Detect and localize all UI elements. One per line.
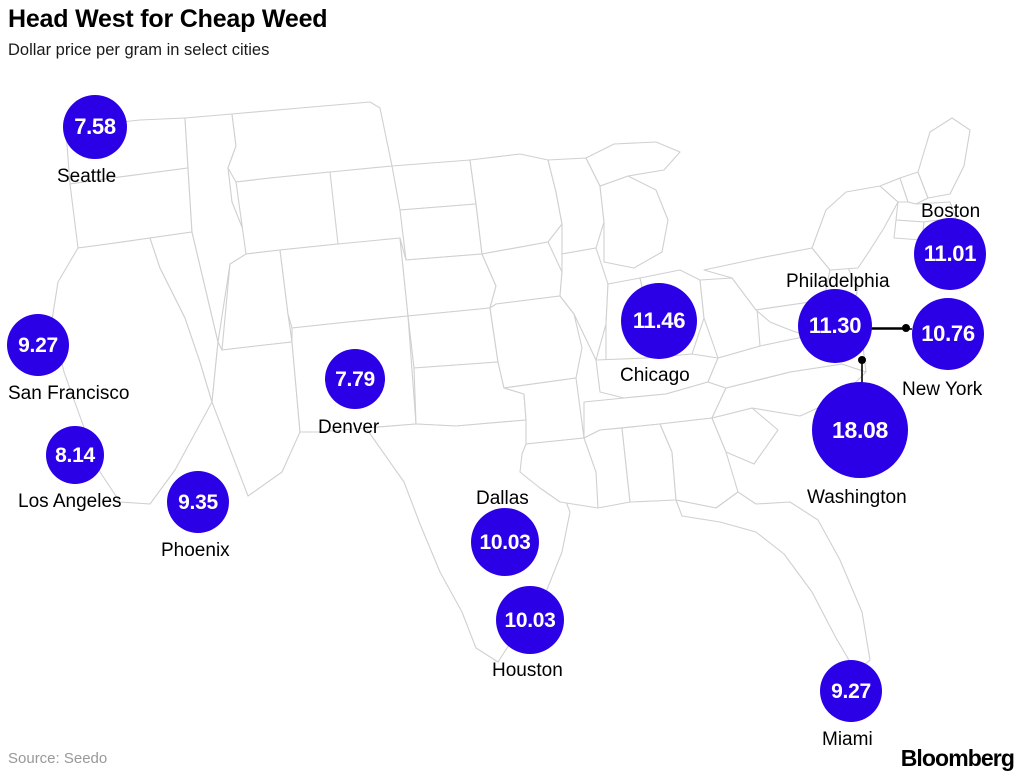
page-title: Head West for Cheap Weed bbox=[8, 5, 328, 33]
bubble-chicago[interactable]: 11.46 bbox=[621, 283, 697, 359]
bubble-value-dallas: 10.03 bbox=[479, 530, 531, 554]
city-label-miami: Miami bbox=[822, 729, 873, 750]
bubble-denver[interactable]: 7.79 bbox=[325, 349, 385, 409]
bubble-layer: 7.58 Seattle 9.27 San Francisco 8.14 Los Ange… bbox=[0, 72, 1024, 749]
city-label-los-angeles: Los Angeles bbox=[18, 491, 122, 512]
bubble-value-phoenix: 9.35 bbox=[178, 490, 218, 514]
bubble-dallas[interactable]: 10.03 bbox=[471, 508, 539, 576]
bubble-philadelphia[interactable]: 11.30 bbox=[798, 289, 872, 363]
city-label-phoenix: Phoenix bbox=[161, 540, 230, 561]
city-label-philadelphia: Philadelphia bbox=[786, 271, 890, 292]
us-map-outline bbox=[51, 101, 971, 673]
bloomberg-logo: Bloomberg bbox=[900, 745, 1015, 771]
city-label-seattle: Seattle bbox=[57, 166, 117, 187]
city-label-new-york: New York bbox=[902, 379, 983, 400]
city-label-boston: Boston bbox=[921, 201, 981, 222]
bubble-value-miami: 9.27 bbox=[831, 679, 871, 703]
city-label-chicago: Chicago bbox=[620, 365, 690, 386]
source-note: Source: Seedo bbox=[8, 750, 108, 767]
city-label-denver: Denver bbox=[318, 417, 380, 438]
chart-footer: Source: Seedo Bloomberg bbox=[0, 740, 1024, 784]
bubble-value-washington: 18.08 bbox=[831, 416, 889, 443]
bubble-value-boston: 11.01 bbox=[923, 241, 977, 266]
city-label-san-francisco: San Francisco bbox=[8, 383, 130, 404]
bubble-value-denver: 7.79 bbox=[335, 367, 375, 391]
bubble-value-philadelphia: 11.30 bbox=[808, 313, 862, 338]
bubble-los-angeles[interactable]: 8.14 bbox=[46, 426, 104, 484]
bubble-value-chicago: 11.46 bbox=[632, 308, 686, 333]
city-label-washington: Washington bbox=[807, 487, 907, 508]
bubble-value-san-francisco: 9.27 bbox=[18, 333, 58, 357]
page-subtitle: Dollar price per gram in select cities bbox=[8, 40, 270, 59]
city-label-houston: Houston bbox=[492, 660, 563, 681]
bubble-miami[interactable]: 9.27 bbox=[820, 660, 882, 722]
bubble-value-seattle: 7.58 bbox=[74, 114, 116, 139]
bubble-san-francisco[interactable]: 9.27 bbox=[7, 314, 69, 376]
city-label-dallas: Dallas bbox=[476, 488, 529, 509]
us-bubble-map: 7.58 Seattle 9.27 San Francisco 8.14 Los Ange… bbox=[0, 72, 1024, 749]
bubble-new-york[interactable]: 10.76 bbox=[912, 298, 984, 370]
bubble-phoenix[interactable]: 9.35 bbox=[167, 471, 229, 533]
bubble-value-new-york: 10.76 bbox=[921, 321, 975, 346]
bubble-boston[interactable]: 11.01 bbox=[914, 218, 986, 290]
bubble-value-los-angeles: 8.14 bbox=[55, 443, 95, 467]
bubble-value-houston: 10.03 bbox=[504, 608, 556, 632]
bubble-washington[interactable]: 18.08 bbox=[812, 382, 908, 478]
bubble-seattle[interactable]: 7.58 bbox=[63, 95, 127, 159]
bubble-houston[interactable]: 10.03 bbox=[496, 586, 564, 654]
chart-header: Head West for Cheap Weed Dollar price pe… bbox=[8, 5, 328, 59]
